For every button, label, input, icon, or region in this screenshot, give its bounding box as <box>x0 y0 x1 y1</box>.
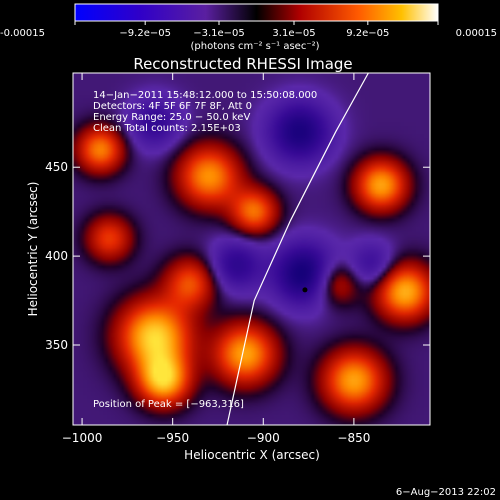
annotation-block: 14−Jan−2011 15:48:12.000 to 15:50:08.000… <box>93 90 317 134</box>
solar-limb-curve <box>226 73 369 425</box>
colorbar-tick-label: 3.1e−05 <box>272 28 315 39</box>
chart-title: Reconstructed RHESSI Image <box>133 55 352 73</box>
colorbar-tick-label: −3.1e−05 <box>193 28 245 39</box>
annotation-clean: Clean Total counts: 2.15E+03 <box>93 123 241 134</box>
x-axis-label: Heliocentric X (arcsec) <box>184 448 320 462</box>
x-axis: −1000 −950 −900 −850 <box>62 73 370 445</box>
peak-marker <box>302 287 308 293</box>
y-axis: 350 400 450 <box>45 160 430 352</box>
annotation-peak-position: Position of Peak = [−963,316] <box>93 399 244 410</box>
y-tick-label: 450 <box>45 160 68 174</box>
annotation-time: 14−Jan−2011 15:48:12.000 to 15:50:08.000 <box>93 90 317 101</box>
annotation-detectors: Detectors: 4F 5F 6F 7F 8F, Att 0 <box>93 101 252 112</box>
colorbar <box>74 3 439 22</box>
colorbar-ticks: -0.00015 −9.2e−05 −3.1e−05 3.1e−05 9.2e−05 0.… <box>0 21 497 39</box>
colorbar-tick-label: 0.00015 <box>456 28 497 39</box>
footer-timestamp: 6−Aug−2013 22:02 <box>396 487 496 498</box>
x-tick-label: −850 <box>337 431 370 445</box>
heatmap-image <box>73 73 430 425</box>
x-tick-label: −950 <box>156 431 189 445</box>
plot-frame <box>72 72 431 426</box>
colorbar-unit-label: (photons cm⁻² s⁻¹ asec⁻²) <box>190 41 319 52</box>
colorbar-tick-label: 9.2e−05 <box>346 28 389 39</box>
colorbar-tick-label: -0.00015 <box>0 28 45 39</box>
y-axis-label: Heliocentric Y (arcsec) <box>26 182 40 317</box>
y-tick-label: 400 <box>45 249 68 263</box>
annotation-energy: Energy Range: 25.0 − 50.0 keV <box>93 112 250 123</box>
x-tick-label: −1000 <box>62 431 103 445</box>
colorbar-tick-label: −9.2e−05 <box>119 28 171 39</box>
x-tick-label: −900 <box>247 431 280 445</box>
y-tick-label: 350 <box>45 338 68 352</box>
plot-area <box>73 73 430 425</box>
